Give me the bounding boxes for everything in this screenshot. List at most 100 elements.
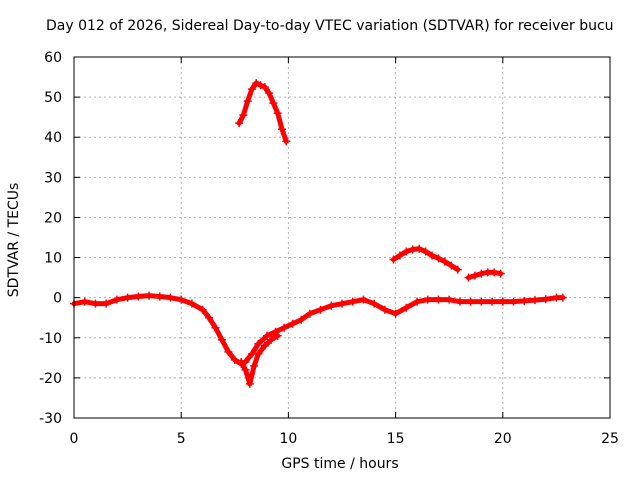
data-point <box>177 295 186 304</box>
data-point <box>402 303 411 312</box>
data-point <box>265 89 274 98</box>
data-point <box>348 297 357 306</box>
data-point <box>198 305 207 314</box>
data-point <box>282 137 291 146</box>
series-dip <box>237 331 282 388</box>
data-point <box>455 297 464 306</box>
data-point <box>262 331 271 340</box>
data-point <box>370 299 379 308</box>
data-point <box>260 83 269 92</box>
data-point <box>490 268 499 277</box>
data-point <box>237 357 246 366</box>
data-point <box>273 331 282 340</box>
data-point <box>123 293 132 302</box>
data-point <box>250 361 259 370</box>
data-point <box>488 297 497 306</box>
data-point <box>453 265 462 274</box>
data-point <box>402 247 411 256</box>
data-point <box>359 295 368 304</box>
axis-ticks: 0 5 10 15 20 25 -30 -20 -10 0 10 20 30 40 50 60 <box>39 50 619 447</box>
data-point <box>477 269 486 278</box>
y-tick-label: -30 <box>39 411 62 427</box>
data-point <box>421 247 430 256</box>
data-point <box>166 293 175 302</box>
data-point <box>288 319 297 328</box>
data-point <box>413 297 422 306</box>
data-point <box>415 244 424 253</box>
data-point <box>447 261 456 270</box>
data-point <box>112 295 121 304</box>
data-point <box>391 309 400 318</box>
series-upper-arc <box>235 79 291 146</box>
data-point <box>530 296 539 305</box>
data-point <box>102 299 111 308</box>
x-tick-label: 5 <box>177 431 186 447</box>
y-tick-label: 40 <box>44 130 62 146</box>
data-point <box>230 355 239 364</box>
data-point <box>254 349 263 358</box>
data-point <box>211 323 220 332</box>
data-point <box>235 119 244 128</box>
series-main-trace <box>70 291 567 368</box>
data-point <box>260 341 269 350</box>
data-point <box>217 335 226 344</box>
data-point <box>509 297 518 306</box>
data-point <box>428 251 437 260</box>
data-point <box>252 79 261 88</box>
series-arc-15-18h <box>389 244 462 274</box>
series-line <box>236 80 289 144</box>
data-point <box>80 297 89 306</box>
data-point <box>389 255 398 264</box>
data-point <box>395 251 404 260</box>
y-tick-label: 0 <box>53 291 62 307</box>
grid-lines <box>74 57 610 418</box>
data-point <box>440 257 449 266</box>
data-point <box>91 299 100 308</box>
data-point <box>520 296 529 305</box>
data-point <box>305 309 314 318</box>
y-tick-label: 60 <box>44 50 62 66</box>
x-tick-label: 25 <box>601 431 619 447</box>
y-tick-label: 30 <box>44 170 62 186</box>
data-point <box>243 97 252 106</box>
data-point <box>205 313 214 322</box>
data-point <box>434 254 443 263</box>
data-point <box>280 323 289 332</box>
x-tick-label: 0 <box>70 431 79 447</box>
x-tick-label: 20 <box>494 431 512 447</box>
data-point <box>496 269 505 278</box>
data-point <box>297 315 306 324</box>
x-tick-label: 10 <box>279 431 297 447</box>
x-axis-label: GPS time / hours <box>281 456 399 472</box>
data-point <box>423 295 432 304</box>
data-point <box>470 271 479 280</box>
data-point <box>498 297 507 306</box>
data-point <box>256 81 265 90</box>
data-point <box>380 305 389 314</box>
data-point <box>247 85 256 94</box>
data-point <box>155 292 164 301</box>
data-point <box>239 111 248 120</box>
data-point <box>187 299 196 308</box>
data-point <box>445 295 454 304</box>
y-tick-label: 20 <box>44 210 62 226</box>
chart-title: Day 012 of 2026, Sidereal Day-to-day VTE… <box>46 18 614 34</box>
plot-frame <box>73 56 611 419</box>
data-point <box>273 109 282 118</box>
data-point <box>145 291 154 300</box>
data-point <box>408 245 417 254</box>
data-point <box>434 295 443 304</box>
data-point <box>477 297 486 306</box>
data-point <box>245 379 254 388</box>
data-point <box>277 125 286 134</box>
data-series <box>70 79 567 388</box>
data-point <box>241 365 250 374</box>
data-point <box>338 299 346 308</box>
data-point <box>558 293 567 302</box>
data-point <box>269 99 278 108</box>
data-point <box>267 335 276 344</box>
data-point <box>541 295 550 304</box>
data-point <box>327 301 336 310</box>
series-line <box>71 293 566 367</box>
data-point <box>466 297 475 306</box>
